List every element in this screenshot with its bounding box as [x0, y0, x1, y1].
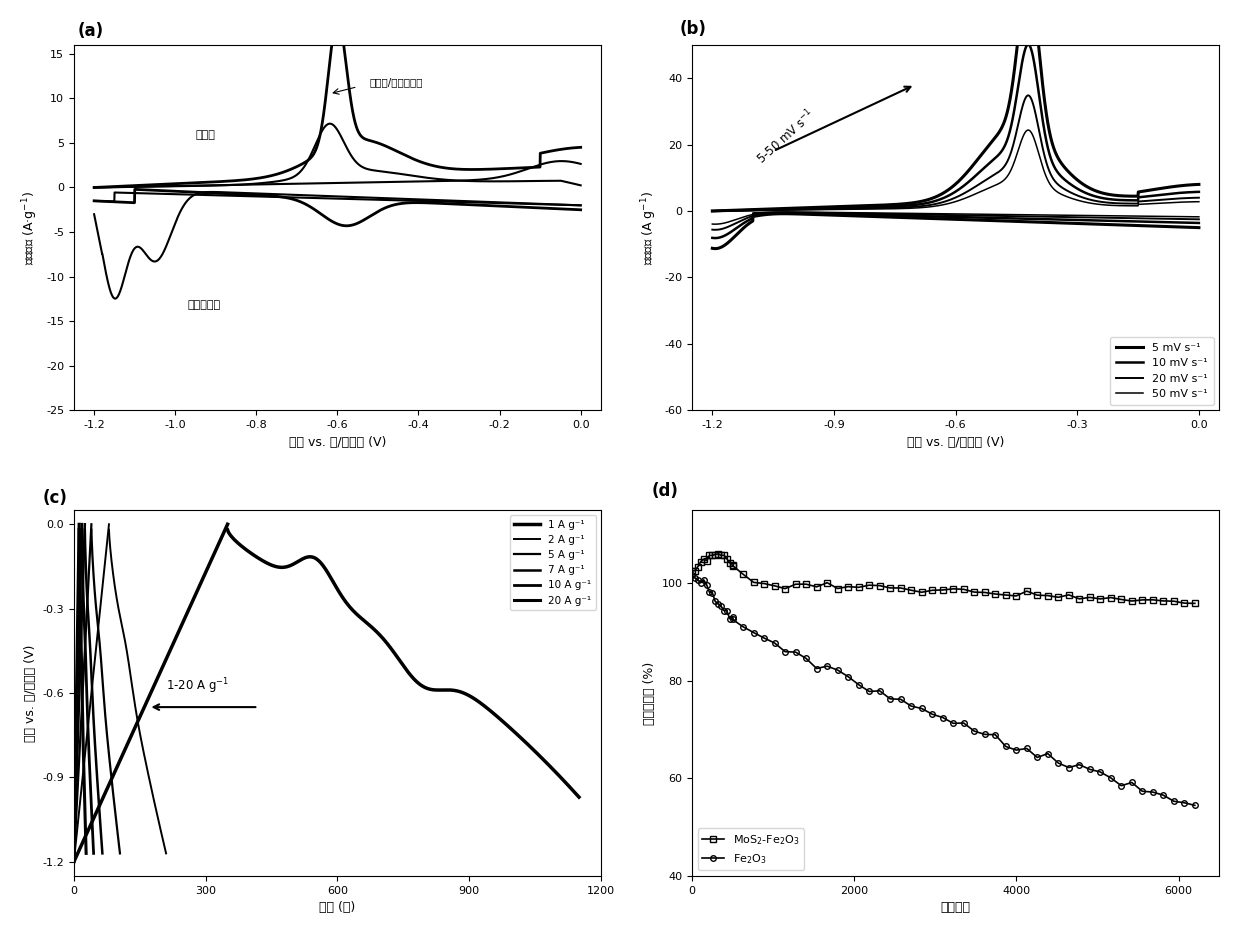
X-axis label: 循环圈数: 循环圈数: [941, 901, 971, 914]
Fe$_2$O$_3$: [746, 627, 761, 639]
Text: 1-20 A g$^{-1}$: 1-20 A g$^{-1}$: [166, 676, 229, 696]
MoS$_2$-Fe$_2$O$_3$: [1188, 597, 1203, 609]
Y-axis label: 电流密度 (A g$^{-1}$): 电流密度 (A g$^{-1}$): [639, 191, 658, 265]
Y-axis label: 电势 vs. 汞/氧化汞 (V): 电势 vs. 汞/氧化汞 (V): [24, 644, 37, 741]
Legend: 5 mV s⁻¹, 10 mV s⁻¹, 20 mV s⁻¹, 50 mV s⁻¹: 5 mV s⁻¹, 10 mV s⁻¹, 20 mV s⁻¹, 50 mV s⁻…: [1110, 338, 1214, 405]
X-axis label: 电势 vs. 汞/氧化汞 (V): 电势 vs. 汞/氧化汞 (V): [906, 436, 1004, 449]
Fe$_2$O$_3$: [684, 569, 699, 581]
Line: MoS$_2$-Fe$_2$O$_3$: MoS$_2$-Fe$_2$O$_3$: [689, 551, 1198, 606]
MoS$_2$-Fe$_2$O$_3$: [684, 566, 699, 577]
Fe$_2$O$_3$: [725, 613, 740, 625]
Fe$_2$O$_3$: [777, 646, 792, 657]
Text: 三氧化二鐵: 三氧化二鐵: [187, 300, 221, 309]
MoS$_2$-Fe$_2$O$_3$: [717, 550, 732, 561]
Fe$_2$O$_3$: [956, 717, 971, 728]
Y-axis label: 电流密度 (A·g$^{-1}$): 电流密度 (A·g$^{-1}$): [21, 191, 41, 265]
MoS$_2$-Fe$_2$O$_3$: [777, 583, 792, 595]
Y-axis label: 容量保持率 (%): 容量保持率 (%): [642, 661, 656, 725]
MoS$_2$-Fe$_2$O$_3$: [967, 586, 982, 597]
Fe$_2$O$_3$: [713, 600, 728, 611]
MoS$_2$-Fe$_2$O$_3$: [789, 579, 804, 590]
Text: (c): (c): [43, 489, 68, 508]
X-axis label: 电势 vs. 汞/氧化汞 (V): 电势 vs. 汞/氧化汞 (V): [289, 436, 386, 449]
Text: (d): (d): [651, 482, 678, 500]
Text: 硫化钑/三氧化二鐵: 硫化钑/三氧化二鐵: [370, 77, 423, 87]
Text: 硫化钑: 硫化钑: [196, 131, 216, 140]
X-axis label: 时间 (秒): 时间 (秒): [319, 901, 356, 914]
MoS$_2$-Fe$_2$O$_3$: [711, 548, 725, 559]
Text: (a): (a): [78, 22, 104, 40]
Fe$_2$O$_3$: [1188, 799, 1203, 811]
MoS$_2$-Fe$_2$O$_3$: [756, 578, 771, 589]
Text: 5-50 mV s$^{-1}$: 5-50 mV s$^{-1}$: [753, 106, 818, 167]
Text: (b): (b): [680, 21, 707, 38]
Fe$_2$O$_3$: [768, 638, 782, 649]
Legend: 1 A g⁻¹, 2 A g⁻¹, 5 A g⁻¹, 7 A g⁻¹, 10 A g⁻¹, 20 A g⁻¹: 1 A g⁻¹, 2 A g⁻¹, 5 A g⁻¹, 7 A g⁻¹, 10 A…: [510, 515, 595, 610]
Line: Fe$_2$O$_3$: Fe$_2$O$_3$: [689, 572, 1198, 808]
MoS$_2$-Fe$_2$O$_3$: [735, 568, 750, 580]
Legend: MoS$_2$-Fe$_2$O$_3$, Fe$_2$O$_3$: MoS$_2$-Fe$_2$O$_3$, Fe$_2$O$_3$: [698, 828, 805, 870]
